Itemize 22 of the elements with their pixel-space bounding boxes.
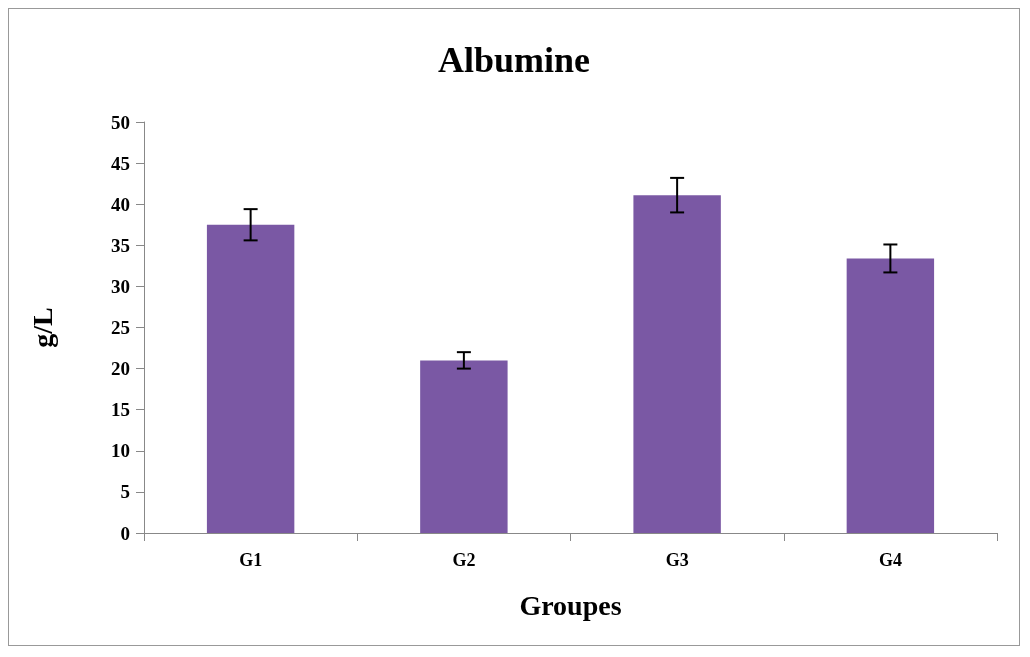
bar: [206, 224, 295, 533]
y-tick-label: 10: [111, 440, 130, 462]
y-tick-label: 35: [111, 234, 130, 256]
bar: [633, 195, 721, 533]
y-tick-label: 45: [111, 152, 130, 174]
x-tick-label: G3: [665, 550, 689, 570]
x-tick-label: G4: [878, 550, 902, 570]
y-tick-label: 20: [111, 358, 130, 380]
bar: [420, 360, 508, 533]
x-tick-label: G2: [452, 550, 476, 570]
y-tick-label: 0: [120, 522, 130, 544]
y-tick-label: 30: [111, 275, 130, 297]
x-tick-label: G1: [239, 550, 263, 570]
y-tick-label: 15: [111, 399, 130, 421]
y-tick-label: 40: [111, 193, 130, 215]
x-axis-title: Groupes: [519, 589, 622, 621]
bar: [846, 258, 935, 533]
chart-title: Albumine: [437, 40, 591, 80]
y-tick-label: 50: [111, 111, 130, 133]
y-axis-title: g/L: [26, 307, 58, 348]
y-tick-label: 5: [120, 481, 130, 503]
y-tick-label: 25: [111, 317, 130, 338]
